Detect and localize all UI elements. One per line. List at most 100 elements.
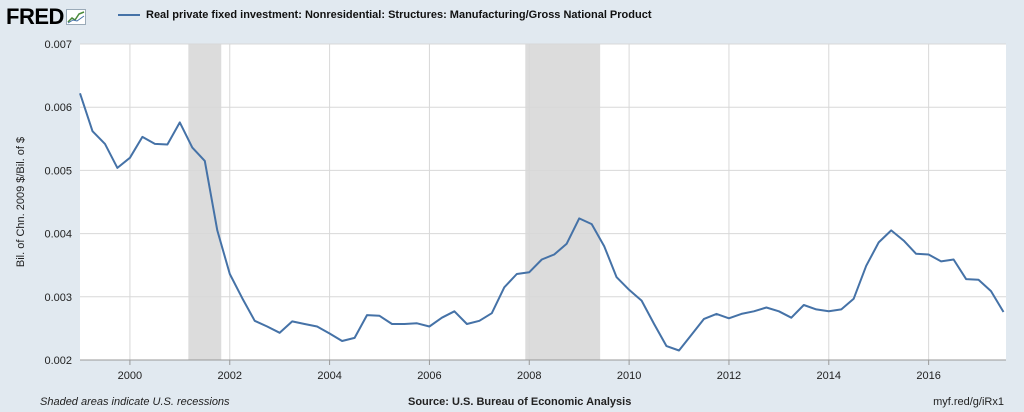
data-point [266, 325, 268, 327]
data-point [690, 334, 692, 336]
data-point [927, 253, 929, 255]
x-tick-label-0: 2000 [118, 370, 142, 382]
x-tick-label-5: 2010 [617, 370, 641, 382]
data-point [765, 306, 767, 308]
data-point [853, 297, 855, 299]
data-point [141, 136, 143, 138]
data-point [478, 320, 480, 322]
y-tick-label-3: 0.005 [44, 165, 72, 177]
legend-swatch [118, 14, 140, 16]
data-point [915, 253, 917, 255]
source-note: Source: U.S. Bureau of Economic Analysis [408, 396, 632, 408]
short-url-link[interactable]: myf.red/g/iRx1 [933, 396, 1004, 408]
chart-trend-icon [65, 9, 86, 25]
data-point [740, 313, 742, 315]
data-point [865, 265, 867, 267]
data-point [179, 121, 181, 123]
x-tick-label-2: 2004 [317, 370, 341, 382]
data-point [453, 310, 455, 312]
data-point [803, 304, 805, 306]
data-point [878, 241, 880, 243]
data-point [416, 322, 418, 324]
series-line-0 [79, 92, 1005, 352]
data-point [353, 337, 355, 339]
data-point [466, 323, 468, 325]
data-point [553, 253, 555, 255]
data-point [441, 316, 443, 318]
data-point [578, 217, 580, 219]
y-tick-label-5: 0.007 [44, 39, 72, 51]
data-point [116, 167, 118, 169]
data-point [341, 340, 343, 342]
data-point [828, 310, 830, 312]
data-point [528, 271, 530, 273]
data-point [278, 332, 280, 334]
x-tick-label-7: 2014 [817, 370, 841, 382]
data-point [428, 325, 430, 327]
data-point [541, 258, 543, 260]
data-point [952, 258, 954, 260]
x-tick-label-1: 2002 [218, 370, 242, 382]
data-point [590, 223, 592, 225]
data-point [316, 325, 318, 327]
data-point [653, 323, 655, 325]
data-point [603, 245, 605, 247]
x-tick-label-6: 2012 [717, 370, 741, 382]
y-axis-title: Bil. of Chn. 2009 $/Bil. of $ [15, 137, 27, 267]
data-point [104, 143, 106, 145]
fred-logo[interactable]: FRED [6, 4, 86, 30]
data-point [204, 160, 206, 162]
x-tick-label-3: 2006 [417, 370, 441, 382]
y-tick-label-1: 0.003 [44, 292, 72, 304]
data-point [840, 308, 842, 310]
x-tick-label-4: 2008 [517, 370, 541, 382]
data-point [491, 312, 493, 314]
data-point [91, 130, 93, 132]
data-point [191, 146, 193, 148]
data-point [328, 332, 330, 334]
chart-legend: Real private fixed investment: Nonreside… [118, 9, 651, 21]
data-point [728, 317, 730, 319]
data-point [965, 278, 967, 280]
data-point [753, 310, 755, 312]
data-point [303, 323, 305, 325]
fred-logo-text: FRED [6, 4, 64, 29]
data-point [902, 239, 904, 241]
data-point [940, 260, 942, 262]
data-point [229, 273, 231, 275]
data-point [254, 320, 256, 322]
data-point [79, 92, 81, 94]
data-point [566, 243, 568, 245]
data-point [1002, 311, 1004, 313]
data-point [678, 349, 680, 351]
x-tick-label-8: 2016 [916, 370, 940, 382]
data-point [291, 320, 293, 322]
y-tick-label-4: 0.006 [44, 102, 72, 114]
data-point [403, 323, 405, 325]
data-point [615, 276, 617, 278]
data-point [366, 314, 368, 316]
data-point [154, 143, 156, 145]
legend-series-label: Real private fixed investment: Nonreside… [146, 9, 652, 21]
recession-band-0 [188, 44, 222, 360]
data-point [129, 157, 131, 159]
y-tick-label-0: 0.002 [44, 355, 72, 367]
data-point [241, 297, 243, 299]
data-point [503, 286, 505, 288]
data-point [378, 315, 380, 317]
data-point [778, 310, 780, 312]
data-point [166, 143, 168, 145]
chart-header: FRED Real private fixed investment: Nonr… [0, 0, 1024, 34]
recession-note: Shaded areas indicate U.S. recessions [40, 396, 230, 408]
data-point [703, 318, 705, 320]
recession-band-1 [525, 44, 601, 360]
data-point [665, 345, 667, 347]
data-point [628, 289, 630, 291]
data-point [815, 308, 817, 310]
y-tick-label-2: 0.004 [44, 229, 72, 241]
data-point [990, 290, 992, 292]
data-point [715, 313, 717, 315]
data-point [890, 229, 892, 231]
data-point [977, 279, 979, 281]
